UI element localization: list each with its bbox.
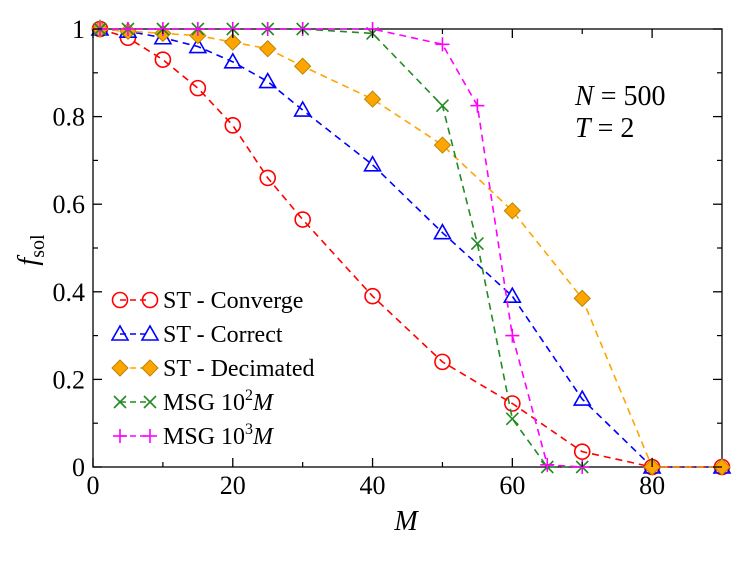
series-3-point-stroke [470,237,484,251]
legend-marker-stroke [143,395,157,409]
series-3-point [435,99,450,113]
legend-marker [113,429,127,443]
series-4-point [435,37,450,52]
legend-marker [141,291,159,309]
legend-label: ST - Converge [163,288,303,314]
series-2-point [433,136,452,154]
legend-label: ST - Decimated [163,356,315,382]
legend-marker-stroke [113,395,127,409]
series-0-point [434,353,451,371]
legend-marker [141,359,159,377]
legend-label-text: MSG 10 [163,390,245,416]
legend-label-var: M [252,390,275,416]
series-1-point [363,155,382,172]
legend-label: MSG 102M [163,387,275,416]
x-tick-label: 40 [360,471,386,500]
series-0-point [364,287,381,305]
legend-label: MSG 103M [163,421,275,450]
annotation-t-var: T [575,113,593,144]
svg-text:fsol: fsol [13,234,49,266]
legend-entry-3: MSG 102M [113,387,275,416]
series-2-point [224,33,242,51]
y-tick-label: 0.8 [53,103,86,132]
y-axis-title-sub: sol [27,234,49,258]
legend-label-sup: 3 [245,421,253,438]
series-4-point [470,98,485,113]
legend-label-text: MSG 10 [163,424,245,450]
x-tick-label: 60 [499,471,525,500]
legend-label-text: ST - Correct [163,322,283,348]
series-0-point [154,51,172,68]
legend-label-var: M [252,424,275,450]
series-2-point [259,40,277,58]
series-3-point [505,412,519,426]
series-1-point [572,389,592,406]
series-4-point [505,328,520,343]
y-tick-label: 0.4 [53,278,86,307]
series-2-point [363,90,382,108]
legend-marker [140,324,160,341]
legend-entry-1: ST - Correct [110,322,283,348]
legend-label: ST - Correct [163,322,283,348]
legend-marker [143,395,157,409]
series-1-point [258,71,278,89]
annotation-t-value: = 2 [591,113,635,144]
series-0-line [99,28,722,468]
legend-marker [111,359,129,377]
legend-entry-0: ST - Converge [111,288,303,314]
legend-label-text: ST - Converge [163,288,303,314]
series-0-point [573,443,591,460]
y-tick-label: 0.6 [53,190,86,219]
legend-layer: ST - Converge ST - Correct ST - Decimated M… [110,288,315,450]
y-tick-label: 0.2 [53,365,86,394]
ticks-layer: 0 20 40 60 80 0 0.2 0.4 0.6 0.8 1 [53,15,722,500]
series-1-point [223,52,243,69]
series-3-point-stroke [435,99,450,113]
series-3-point [470,237,484,251]
series-0-point [504,395,521,412]
x-tick-label: 80 [639,471,665,500]
series-1-point [293,100,313,117]
legend-marker [113,395,127,409]
series-2-point [503,202,522,220]
x-axis-title: M [393,506,419,537]
series-4-point [260,22,275,36]
legend-entry-4: MSG 103M [113,421,275,450]
annotation-n: N = 500 [574,81,665,112]
annotation-n-var: N [574,81,595,112]
series-0-point [294,211,311,228]
series-4-point [540,457,555,472]
y-tick-label: 1 [72,15,85,44]
legend-marker [143,429,157,443]
series-3-point-stroke [505,412,519,426]
legend-label-sup: 2 [245,387,253,404]
y-tick-label: 0 [72,453,85,482]
series-4-point [120,22,135,36]
series-1-point [433,223,452,240]
legend-label-text: ST - Decimated [163,356,315,382]
x-tick-label: 0 [87,471,100,500]
y-axis-title: fsol [13,234,49,266]
annotation-t: T = 2 [575,113,634,144]
y-axis-title-var: f [13,255,44,266]
series-0-point [224,117,242,134]
series-1-point [188,36,208,54]
series-0-point [259,169,277,187]
series-4-point [190,22,205,36]
series-1-point [502,286,522,303]
annotation-n-value: = 500 [594,81,666,112]
x-tick-label: 20 [220,471,246,500]
series-2-point [293,57,312,75]
legend-entry-2: ST - Decimated [111,356,315,382]
legend-marker [110,324,130,341]
series-0-point [189,79,207,97]
legend-marker [111,291,129,309]
series-2-point [573,289,591,308]
